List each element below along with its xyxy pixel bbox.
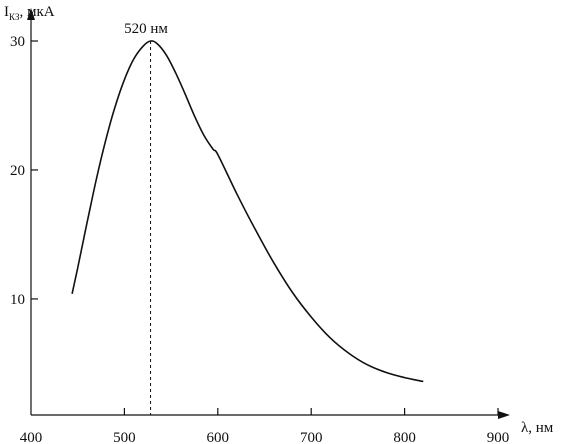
x-tick-label: 400 — [20, 430, 43, 444]
labels: IКЗ, мкА λ, нм 520 нм — [4, 4, 554, 436]
x-tick-label: 800 — [393, 430, 416, 444]
y-axis-arrow — [27, 8, 35, 20]
x-axis-label: λ, нм — [521, 420, 554, 436]
x-tick-label: 500 — [113, 430, 136, 444]
y-axis-label: IКЗ, мкА — [4, 4, 55, 22]
x-tick-label: 700 — [300, 430, 323, 444]
axes — [27, 8, 510, 419]
x-axis-arrow — [498, 411, 510, 419]
y-axis-label-unit: , мкА — [20, 4, 55, 20]
marks — [71, 40, 424, 415]
y-axis-label-sub: КЗ — [9, 12, 20, 22]
ticks: 400 500 600 700 800 900 10 20 30 — [10, 34, 509, 444]
peak-label: 520 нм — [124, 21, 168, 37]
series-line — [71, 40, 424, 383]
x-tick-label: 600 — [207, 430, 230, 444]
y-tick-label: 20 — [10, 163, 25, 179]
y-axis-label-main: I — [4, 4, 9, 20]
x-tick-label: 900 — [487, 430, 510, 444]
y-tick-label: 10 — [10, 292, 25, 308]
y-tick-label: 30 — [10, 34, 25, 50]
